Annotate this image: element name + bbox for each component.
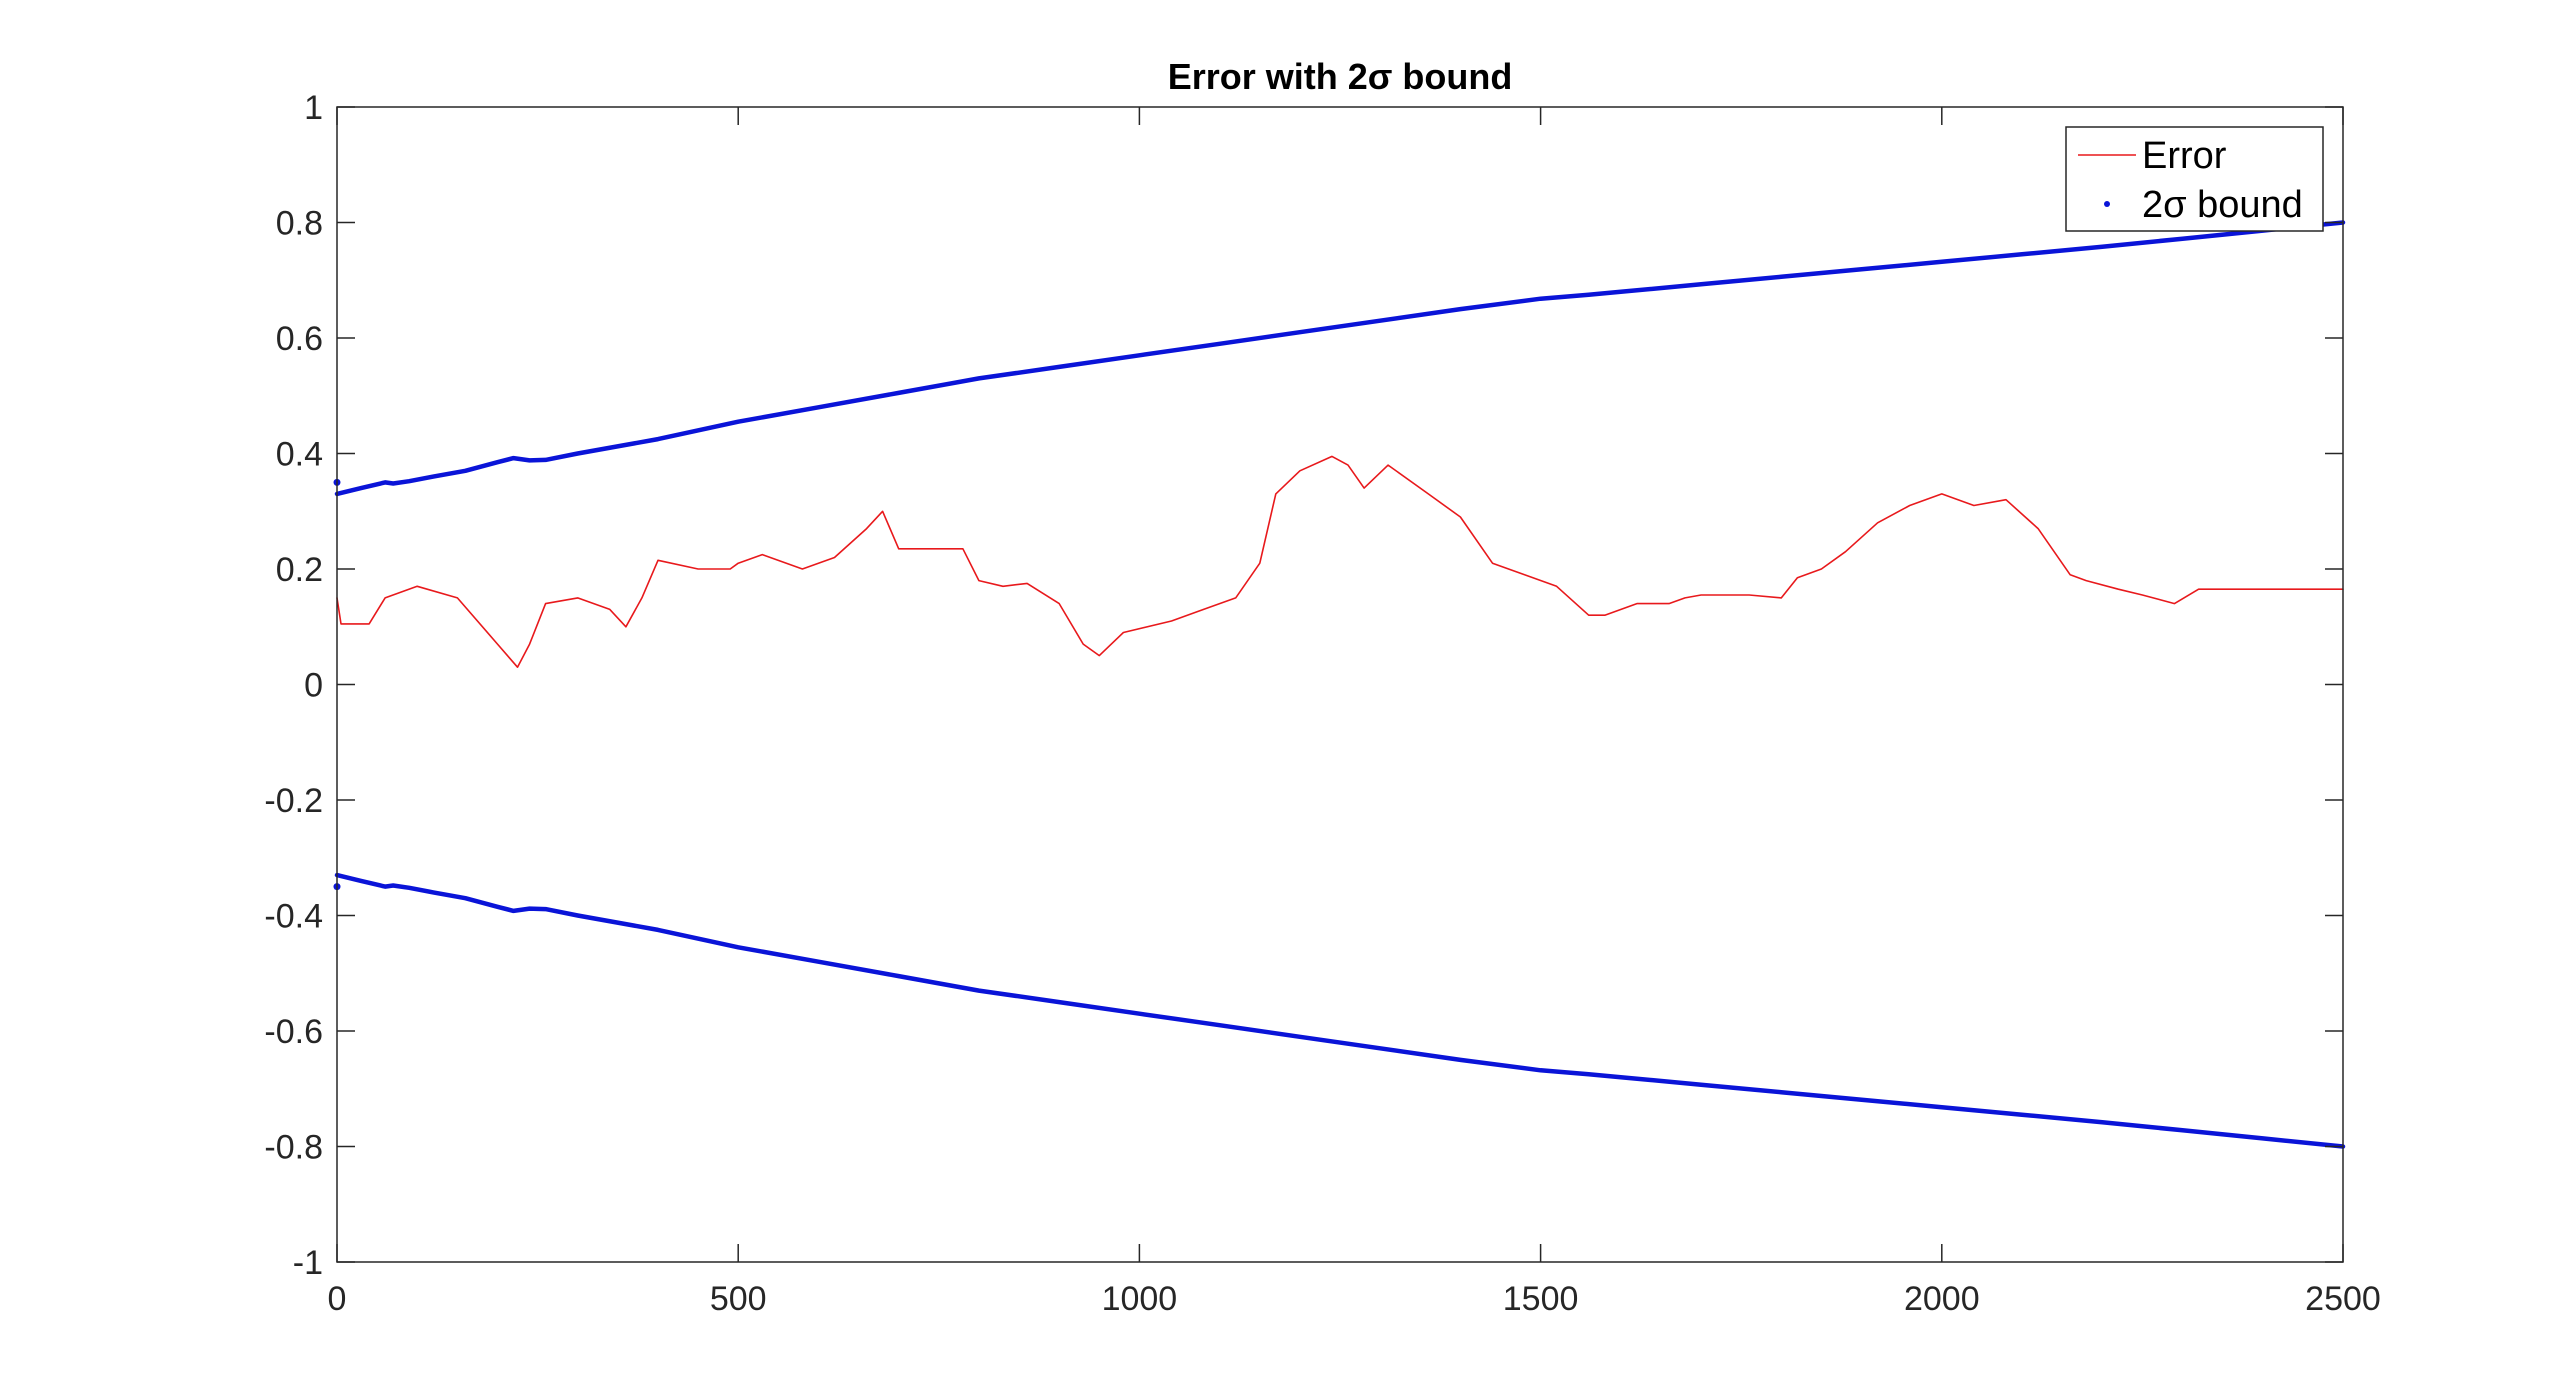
y-tick-label: -1 (293, 1244, 323, 1282)
y-tick-label: 1 (304, 89, 323, 127)
x-tick-label: 1000 (1102, 1280, 1178, 1318)
y-tick-label: 0 (304, 667, 323, 705)
y-tick-label: -0.2 (264, 782, 323, 820)
x-tick-label: 500 (710, 1280, 767, 1318)
series-bound-upper-line (334, 220, 2346, 497)
y-tick-label: -0.8 (264, 1129, 323, 1167)
y-tick-label: 0.6 (276, 320, 323, 358)
chart-title: Error with 2σ bound (1168, 56, 1513, 97)
legend-box (2065, 126, 2324, 232)
legend-label-bound: 2σ bound (2142, 184, 2303, 226)
y-tick-label: 0.4 (276, 436, 323, 474)
series-error-line (336, 455, 2344, 668)
y-tick-label: 0.8 (276, 205, 323, 243)
series-layer (333, 220, 2346, 1149)
x-tick-label: 2500 (2305, 1280, 2381, 1318)
series-bound-lower-line (334, 872, 2346, 1149)
legend-swatch-bound (2104, 201, 2110, 207)
plot-area (337, 107, 2343, 1262)
x-tick-label: 1500 (1503, 1280, 1579, 1318)
y-tick-label: 0.2 (276, 551, 323, 589)
legend: Error 2σ bound (2065, 126, 2324, 232)
legend-label-error: Error (2142, 135, 2227, 177)
x-tick-label: 0 (328, 1280, 347, 1318)
x-tick-label: 2000 (1904, 1280, 1980, 1318)
tick-layer: 0 500 1000 1500 2000 2500 -1 -0.8 -0.6 -0.4 -0.2 0 0… (264, 89, 2380, 1318)
y-tick-label: -0.4 (264, 898, 323, 936)
y-tick-label: -0.6 (264, 1013, 323, 1051)
